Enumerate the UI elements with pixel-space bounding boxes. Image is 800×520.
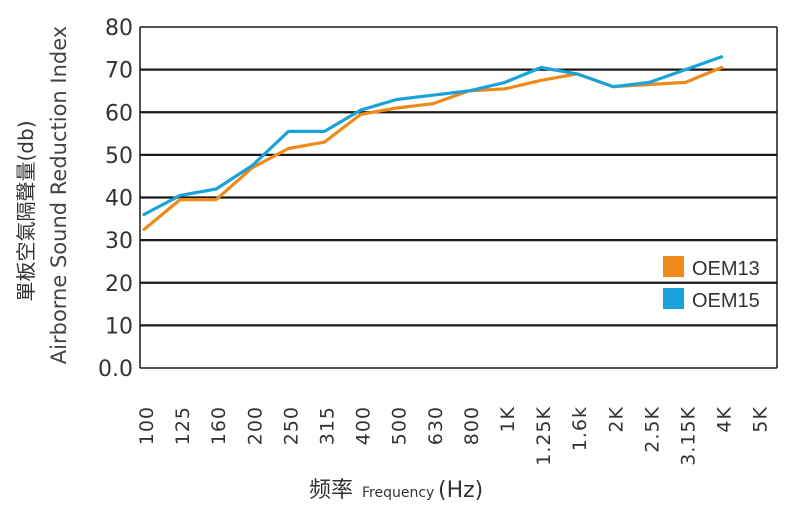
y-axis-label: 單板空氣隔聲量(db) Airborne Sound Reduction Ind…: [14, 26, 71, 364]
y-tick-label: 20: [105, 272, 133, 297]
legend-swatch-oem13: [663, 256, 684, 277]
x-tick-label: 315: [317, 406, 339, 445]
x-axis-label-unit: (Hz): [438, 478, 483, 503]
y-axis-label-cn: 單板空氣隔聲量(db): [14, 121, 38, 302]
y-tick-label: 30: [105, 229, 133, 254]
legend: OEM13 OEM15: [663, 256, 760, 312]
x-tick-label: 500: [389, 406, 411, 445]
y-axis-label-en: Airborne Sound Reduction Index: [47, 26, 71, 364]
y-tick-label: 0.0: [98, 357, 133, 382]
x-tick-label: 4K: [714, 406, 736, 433]
series-line-oem15: [142, 55, 724, 217]
x-axis-label-cn: 频率: [309, 478, 353, 503]
x-tick-label: 1K: [497, 406, 519, 433]
x-axis-label: 频率 Frequency (Hz): [309, 478, 483, 503]
y-tick-labels: 0.0 10 20 30 40 50 60 70 80: [98, 16, 133, 382]
x-tick-label: 125: [172, 406, 194, 445]
x-tick-label: 100: [136, 406, 158, 445]
series-line-oem13: [142, 65, 724, 232]
y-tick-label: 50: [105, 144, 133, 169]
x-tick-label: 800: [461, 406, 483, 445]
x-tick-label: 2K: [605, 406, 627, 433]
grid-lines: [139, 26, 778, 369]
x-tick-label: 630: [425, 406, 447, 445]
x-tick-label: 400: [353, 406, 375, 445]
y-tick-label: 70: [105, 59, 133, 84]
legend-label-oem13: OEM13: [692, 258, 760, 280]
x-tick-label: 5K: [750, 406, 772, 433]
series-lines: [142, 55, 724, 232]
y-tick-label: 40: [105, 187, 133, 212]
x-tick-label: 1.6k: [569, 406, 591, 451]
legend-label-oem15: OEM15: [692, 290, 760, 312]
x-tick-label: 3.15K: [678, 406, 700, 466]
x-axis-label-en: Frequency: [362, 485, 434, 501]
x-tick-label: 1.25K: [533, 406, 555, 466]
y-tick-label: 10: [105, 314, 133, 339]
y-tick-label: 60: [105, 101, 133, 126]
x-tick-labels: 100 125 160 200 250 315 400 500 630 800 1K 1.25K 1.6…: [136, 406, 772, 466]
x-tick-label: 2.5K: [641, 406, 663, 453]
legend-swatch-oem15: [663, 288, 684, 309]
y-tick-label: 80: [105, 16, 133, 41]
x-tick-label: 160: [208, 406, 230, 445]
x-tick-label: 200: [244, 406, 266, 445]
x-tick-label: 250: [280, 406, 302, 445]
